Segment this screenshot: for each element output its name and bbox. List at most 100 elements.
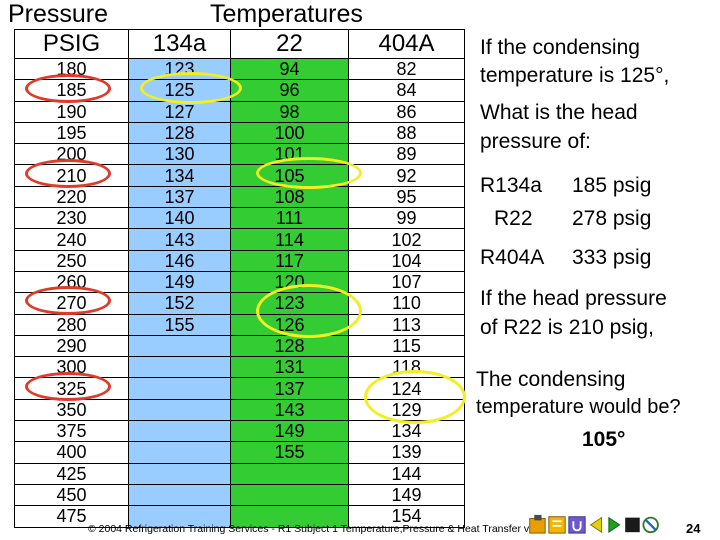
cell-psig: 260: [14, 270, 129, 294]
question2-line4: temperature would be?: [476, 396, 681, 418]
cell-r22: 120: [230, 270, 349, 294]
cell-r134a: [128, 441, 231, 464]
cell-r134a: [128, 334, 231, 358]
cell-r134a: [128, 505, 231, 528]
table-row: 200 130 101 89: [14, 143, 465, 166]
question1-line2: temperature is 125°,: [480, 64, 670, 87]
question1-line1: If the condensing: [480, 36, 640, 59]
table-row: 250 146 117 104: [14, 249, 465, 272]
cell-r22: 123: [230, 292, 349, 315]
table-row: 240 143 114 102: [14, 228, 465, 251]
table-row: 350 143 129: [14, 398, 465, 422]
cell-psig: 180: [14, 57, 129, 81]
next-icon[interactable]: [608, 516, 621, 534]
return-icon[interactable]: [568, 516, 586, 534]
table-row: 425 144: [14, 462, 465, 485]
cell-r134a: 143: [128, 228, 231, 251]
table-row: 290 128 115: [14, 334, 465, 358]
cell-r404a: 95: [348, 185, 465, 209]
cell-r404a: 88: [348, 121, 465, 145]
question2-answer: 105°: [582, 428, 626, 451]
cell-r404a: 124: [348, 377, 465, 400]
cell-r134a: 128: [128, 121, 231, 145]
cell-r404a: 99: [348, 207, 465, 230]
cell-r22: 98: [230, 100, 349, 123]
home-icon[interactable]: [529, 514, 546, 534]
table-row: 185 125 96 84: [14, 79, 465, 102]
menu-icon[interactable]: [548, 516, 566, 534]
answer-r134a-label: R134a: [480, 174, 542, 197]
cell-r22: 105: [230, 164, 349, 187]
cell-psig: 200: [14, 143, 129, 166]
answer-r22-label: R22: [494, 207, 533, 230]
cell-r134a: 137: [128, 185, 231, 209]
cell-r404a: 139: [348, 441, 465, 464]
cell-r134a: 125: [128, 79, 231, 102]
copyright-footer: © 2004 Refrigeration Training Services -…: [88, 523, 544, 535]
cell-r134a: 130: [128, 143, 231, 166]
cell-r134a: [128, 398, 231, 422]
cell-r404a: 92: [348, 164, 465, 187]
cell-r404a: 134: [348, 420, 465, 443]
cell-r22: 143: [230, 398, 349, 422]
table-row: 210 134 105 92: [14, 164, 465, 187]
cell-psig: 425: [14, 462, 129, 485]
question1-line3: What is the head: [480, 101, 638, 124]
cell-r404a: 113: [348, 313, 465, 336]
cell-r134a: 146: [128, 249, 231, 272]
cell-r134a: 140: [128, 207, 231, 230]
cell-r22: 126: [230, 313, 349, 336]
column-header-22: 22: [230, 29, 349, 59]
question2-line2: of R22 is 210 psig,: [480, 316, 654, 339]
cell-r404a: 144: [348, 462, 465, 485]
pen-icon[interactable]: [642, 516, 659, 534]
cell-r404a: 107: [348, 270, 465, 294]
cell-psig: 325: [14, 377, 129, 400]
answer-r404a-value: 333 psig: [572, 246, 652, 269]
cell-r22: 94: [230, 57, 349, 81]
answer-r22-value: 278 psig: [572, 207, 652, 230]
cell-r404a: 149: [348, 483, 465, 507]
cell-r22: [230, 462, 349, 485]
table-row: 300 131 118: [14, 356, 465, 379]
cell-r22: 131: [230, 356, 349, 379]
page-number: 24: [686, 521, 701, 536]
table-row: 180 123 94 82: [14, 57, 465, 81]
cell-r134a: [128, 356, 231, 379]
cell-psig: 240: [14, 228, 129, 251]
cell-psig: 300: [14, 356, 129, 379]
cell-r404a: 102: [348, 228, 465, 251]
cell-psig: 210: [14, 164, 129, 187]
question1-line4: pressure of:: [480, 130, 591, 153]
cell-psig: 280: [14, 313, 129, 336]
cell-psig: 220: [14, 185, 129, 209]
cell-r134a: 123: [128, 57, 231, 81]
cell-r134a: 152: [128, 292, 231, 315]
temperatures-header: Temperatures: [210, 0, 363, 28]
cell-r134a: [128, 462, 231, 485]
question2-line1: If the head pressure: [480, 287, 667, 310]
cell-psig: 450: [14, 483, 129, 507]
cell-r22: 101: [230, 143, 349, 166]
cell-r404a: 129: [348, 398, 465, 422]
cell-r22: 155: [230, 441, 349, 464]
cell-r22: 117: [230, 249, 349, 272]
end-icon[interactable]: [625, 517, 640, 533]
column-header-404a: 404A: [348, 29, 465, 59]
cell-r134a: [128, 377, 231, 400]
table-row: 190 127 98 86: [14, 100, 465, 123]
cell-r404a: 84: [348, 79, 465, 102]
pressure-temperature-table: PSIG 134a 22 404A 180 123 94 82 185 125 96 84 19…: [14, 29, 465, 528]
cell-r22: [230, 505, 349, 528]
cell-r22: 100: [230, 121, 349, 145]
table-row: 260 149 120 107: [14, 270, 465, 294]
cell-r22: 149: [230, 420, 349, 443]
column-header-psig: PSIG: [14, 29, 129, 59]
answer-r134a-value: 185 psig: [572, 174, 652, 197]
cell-psig: 230: [14, 207, 129, 230]
cell-psig: 375: [14, 420, 129, 443]
cell-r22: 128: [230, 334, 349, 358]
cell-psig: 195: [14, 121, 129, 145]
previous-icon[interactable]: [589, 516, 602, 534]
cell-psig: 185: [14, 79, 129, 102]
